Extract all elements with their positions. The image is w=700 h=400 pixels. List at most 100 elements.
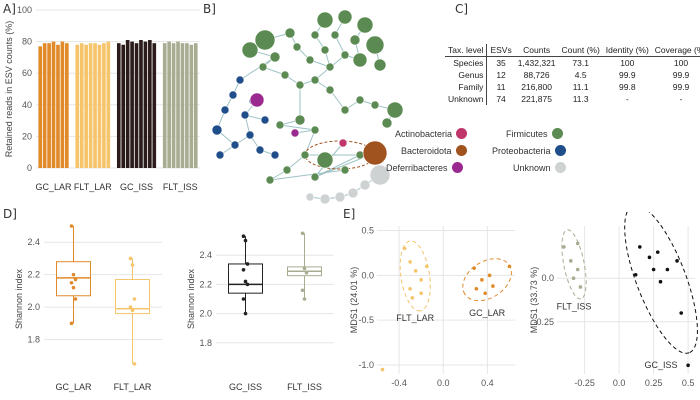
series-label: FLT_ISS: [557, 302, 592, 312]
network-node: [290, 128, 300, 138]
scatter-point: [651, 267, 656, 272]
table-header: Tax. level: [445, 44, 488, 57]
plot-area: [216, 226, 334, 372]
scatter-point: [665, 267, 670, 272]
scatter-point: [419, 291, 423, 296]
table-cell: 35: [496, 58, 506, 68]
taxonomy-network-diagram: [211, 9, 404, 205]
scatter-point: [655, 250, 660, 254]
scatter-point: [578, 285, 583, 289]
network-node: [249, 92, 265, 108]
y-tick-label: 2.4: [199, 250, 212, 260]
legend-item-deferribacteres: Deferribacteres: [386, 162, 463, 173]
table-header: ESVs: [486, 44, 515, 57]
network-node: [316, 151, 334, 169]
network-edge: [279, 124, 316, 131]
network-node: [270, 150, 280, 160]
network-node: [319, 193, 331, 205]
bar: [79, 43, 84, 168]
network-node: [269, 51, 281, 63]
network-node: [300, 150, 310, 160]
table-cell: Genus: [445, 69, 488, 81]
network-node: [245, 130, 255, 140]
network-node: [381, 117, 393, 129]
bar: [189, 44, 194, 169]
network-node: [228, 90, 238, 100]
table-cell: Unknown: [445, 93, 488, 105]
network-node: [235, 75, 245, 85]
table-cell: 88,726: [523, 70, 550, 80]
scatter-point: [675, 259, 679, 263]
group-ellipse: [399, 240, 431, 312]
table-cell: 11.1: [572, 82, 589, 92]
scatter-point: [679, 311, 683, 315]
x-group-label: GC_ISS: [120, 182, 153, 192]
box-point: [130, 308, 135, 313]
mds-scatter-lar: -0.4 0.0 0.4 -1.0 -0.5 0.0 0.5 MDS1 (24.01 %) FL…: [349, 225, 515, 388]
x-tick-label: -0.25: [574, 378, 595, 388]
box-point: [300, 231, 305, 236]
table-cell: Species: [445, 56, 488, 69]
y-axis-label: Shannon index: [14, 268, 24, 329]
network-node: [362, 140, 388, 166]
scatter-point: [413, 269, 418, 273]
legend-item-unknown: Unknown: [513, 162, 566, 173]
box: [56, 261, 91, 297]
box-point: [241, 297, 246, 301]
network-node: [215, 150, 225, 160]
table-cell: 11: [496, 82, 506, 92]
network-node: [310, 75, 320, 85]
network-node: [265, 175, 275, 185]
box-point: [69, 321, 74, 326]
y-tick-label: -1.0: [358, 360, 374, 370]
network-edge: [269, 169, 346, 181]
series-label: GC_ISS: [645, 360, 678, 370]
y-tick-label: 2.4: [27, 237, 40, 247]
network-node: [340, 165, 350, 175]
legend-item-proteobacteria: Proteobacteria: [492, 145, 566, 156]
table-cell: -: [625, 94, 629, 104]
scatter-point: [491, 284, 495, 288]
plot-area: [557, 226, 695, 374]
network-node: [370, 100, 380, 110]
series-label: FLT_LAR: [396, 313, 434, 323]
y-tick-label: 2.0: [199, 309, 212, 319]
y-axis-label: Shannon index: [186, 268, 196, 329]
y-tick-label: 1.8: [199, 338, 212, 348]
network-node: [340, 50, 350, 60]
x-group-label: GC_ISS: [229, 382, 262, 392]
panel-label-a: A]: [3, 2, 16, 16]
proteobacteria-dot-icon: [554, 145, 566, 156]
scatter-point: [507, 264, 512, 269]
y-tick-label: 80: [22, 37, 32, 47]
box-point: [71, 285, 76, 290]
bar: [38, 46, 43, 169]
legend-label: Firmicutes: [506, 128, 548, 139]
network-node: [211, 124, 223, 136]
bar: [75, 44, 80, 169]
box-point: [71, 272, 76, 277]
table-cell: Family: [445, 81, 488, 93]
network-node: [330, 30, 340, 40]
network-node: [294, 114, 306, 126]
legend-item-firmicutes: Firmicutes: [506, 128, 563, 139]
legend-label: Proteobacteria: [492, 145, 551, 156]
network-node: [292, 42, 302, 52]
y-tick-label: -0.25: [533, 317, 554, 327]
legend-label: Deferribacteres: [386, 162, 448, 173]
network-node: [255, 145, 265, 155]
bar: [162, 43, 167, 168]
network-node: [305, 55, 315, 65]
scatter-point: [562, 245, 566, 249]
box-point: [128, 256, 133, 261]
bar: [185, 43, 189, 168]
table-header: Coverage (%): [651, 44, 700, 57]
table-cell: 99.9: [619, 70, 636, 80]
scatter-point: [633, 272, 638, 277]
network-node: [282, 165, 292, 175]
bar: [143, 41, 148, 168]
scatter-point: [419, 278, 423, 282]
network-edge: [314, 154, 361, 178]
bar: [152, 43, 157, 168]
table-cell: 100: [673, 58, 689, 68]
